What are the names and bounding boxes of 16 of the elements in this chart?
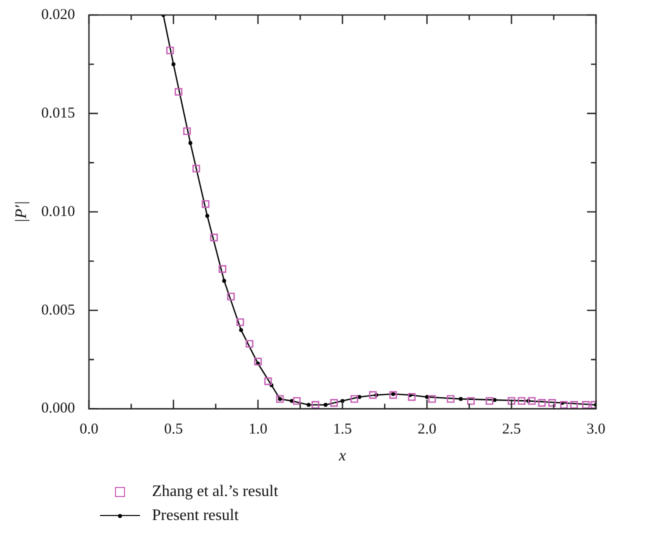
x-axis-title: x (338, 448, 346, 465)
x-tick-label: 2.5 (502, 422, 521, 438)
x-tick-label: 1.5 (333, 422, 352, 438)
x-tick-label: 2.0 (418, 422, 436, 438)
y-tick-label: 0.005 (41, 302, 75, 318)
x-tick-label: 0.0 (80, 422, 98, 438)
x-tick-label: 1.0 (248, 422, 268, 438)
legend-label: Present result (152, 507, 239, 525)
y-axis-title: |P′| (12, 200, 30, 223)
legend-label: Zhang et al.’s result (152, 483, 278, 501)
y-tick-label: 0.010 (41, 204, 75, 220)
y-tick-label: 0.015 (41, 105, 75, 122)
x-tick-label: 0.5 (164, 422, 183, 438)
x-tick-label: 3.0 (586, 422, 606, 438)
y-tick-label: 0.020 (41, 6, 75, 23)
y-tick-label: 0.000 (41, 400, 75, 417)
